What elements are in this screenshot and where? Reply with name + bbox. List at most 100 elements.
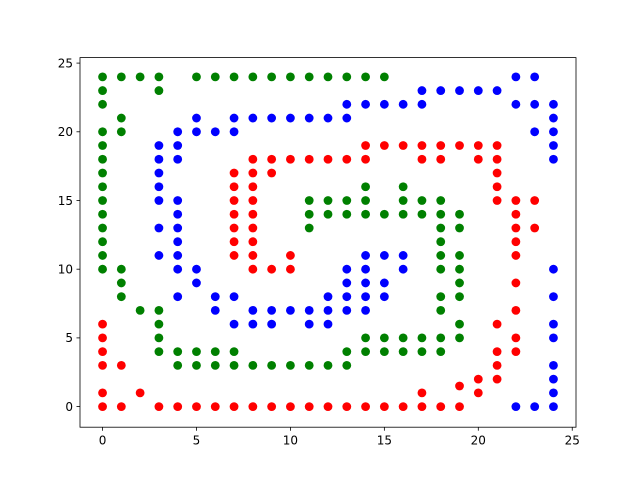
data-point [436, 154, 446, 164]
data-point [361, 306, 370, 315]
data-point [286, 306, 295, 315]
data-point [173, 154, 183, 164]
data-point [304, 402, 314, 411]
data-point [229, 251, 239, 260]
data-point [98, 347, 107, 357]
data-point [154, 223, 164, 233]
data-point [417, 388, 427, 398]
data-point [173, 402, 183, 411]
data-point [229, 209, 239, 219]
data-point [530, 402, 540, 411]
data-point [192, 402, 201, 411]
data-point [154, 72, 164, 82]
data-point [549, 388, 558, 398]
data-point [342, 72, 352, 82]
data-point [192, 113, 201, 123]
data-point [323, 360, 333, 370]
data-point [549, 99, 558, 109]
data-point [492, 196, 502, 205]
data-point [267, 72, 277, 82]
data-point [436, 292, 446, 302]
x-axis: 0 5 10 15 20 25 [99, 427, 580, 448]
data-point [98, 141, 107, 150]
data-point [379, 333, 389, 343]
data-point [173, 237, 183, 247]
data-point [229, 223, 239, 233]
data-point [549, 360, 558, 370]
data-point [342, 113, 352, 123]
data-point [398, 402, 408, 411]
data-point [304, 154, 314, 164]
data-point [511, 347, 521, 357]
data-point [116, 72, 126, 82]
data-point [210, 292, 220, 302]
data-point [417, 86, 427, 95]
data-point [455, 278, 464, 288]
data-point [436, 223, 446, 233]
data-point [455, 251, 464, 260]
data-point [98, 72, 107, 82]
data-point [304, 209, 314, 219]
data-point [379, 278, 389, 288]
data-point [135, 72, 145, 82]
data-point [511, 278, 521, 288]
data-point [361, 209, 370, 219]
data-point [304, 306, 314, 315]
data-point [173, 209, 183, 219]
data-point [492, 141, 502, 150]
data-point [492, 182, 502, 192]
data-point [210, 360, 220, 370]
plot-area-frame [79, 57, 577, 428]
data-point [267, 113, 277, 123]
data-point [116, 278, 126, 288]
data-point [436, 347, 446, 357]
data-point [342, 278, 352, 288]
data-point [323, 196, 333, 205]
data-point [267, 154, 277, 164]
data-point [436, 402, 446, 411]
data-point [229, 402, 239, 411]
data-point [248, 264, 258, 274]
data-point [361, 182, 370, 192]
data-point [248, 237, 258, 247]
data-point [286, 360, 295, 370]
data-point [511, 72, 521, 82]
data-points [98, 72, 558, 411]
x-tick-label: 0 [99, 434, 107, 448]
data-point [417, 402, 427, 411]
data-point [173, 196, 183, 205]
data-point [379, 141, 389, 150]
data-point [417, 99, 427, 109]
y-tick-label: 5 [65, 331, 73, 345]
data-point [229, 196, 239, 205]
data-point [417, 209, 427, 219]
data-point [361, 72, 370, 82]
data-point [436, 333, 446, 343]
data-point [361, 99, 370, 109]
data-point [192, 278, 201, 288]
data-point [229, 237, 239, 247]
data-point [286, 113, 295, 123]
data-point [116, 402, 126, 411]
data-point [173, 223, 183, 233]
data-point [455, 223, 464, 233]
data-point [248, 223, 258, 233]
data-point [98, 402, 107, 411]
data-point [173, 360, 183, 370]
data-point [248, 168, 258, 178]
data-point [267, 264, 277, 274]
data-point [154, 168, 164, 178]
data-point [342, 347, 352, 357]
data-point [304, 72, 314, 82]
data-point [173, 347, 183, 357]
data-point [549, 333, 558, 343]
data-point [361, 251, 370, 260]
data-point [361, 196, 370, 205]
data-point [549, 127, 558, 137]
data-point [98, 182, 107, 192]
data-point [398, 99, 408, 109]
data-point [323, 113, 333, 123]
data-point [248, 196, 258, 205]
data-point [98, 209, 107, 219]
x-tick-label: 5 [193, 434, 201, 448]
